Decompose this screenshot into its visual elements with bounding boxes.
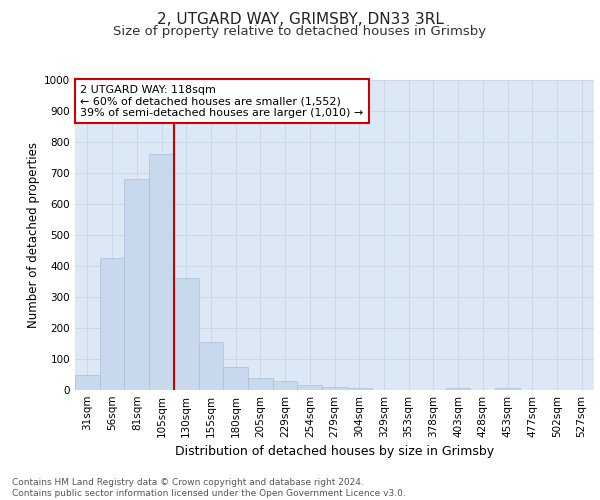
Bar bbox=[322, 387, 347, 390]
Bar bbox=[495, 388, 520, 390]
Bar bbox=[149, 154, 174, 390]
Text: 2, UTGARD WAY, GRIMSBY, DN33 3RL: 2, UTGARD WAY, GRIMSBY, DN33 3RL bbox=[157, 12, 443, 28]
Y-axis label: Number of detached properties: Number of detached properties bbox=[27, 142, 40, 328]
X-axis label: Distribution of detached houses by size in Grimsby: Distribution of detached houses by size … bbox=[175, 446, 494, 458]
Bar bbox=[298, 386, 322, 390]
Bar bbox=[100, 258, 124, 390]
Text: Size of property relative to detached houses in Grimsby: Size of property relative to detached ho… bbox=[113, 25, 487, 38]
Bar bbox=[174, 278, 199, 390]
Bar bbox=[75, 374, 100, 390]
Bar bbox=[273, 380, 298, 390]
Text: 2 UTGARD WAY: 118sqm
← 60% of detached houses are smaller (1,552)
39% of semi-de: 2 UTGARD WAY: 118sqm ← 60% of detached h… bbox=[80, 84, 364, 118]
Bar bbox=[199, 342, 223, 390]
Bar bbox=[248, 378, 273, 390]
Bar bbox=[223, 367, 248, 390]
Bar bbox=[446, 388, 470, 390]
Bar bbox=[347, 388, 371, 390]
Bar bbox=[124, 179, 149, 390]
Text: Contains HM Land Registry data © Crown copyright and database right 2024.
Contai: Contains HM Land Registry data © Crown c… bbox=[12, 478, 406, 498]
